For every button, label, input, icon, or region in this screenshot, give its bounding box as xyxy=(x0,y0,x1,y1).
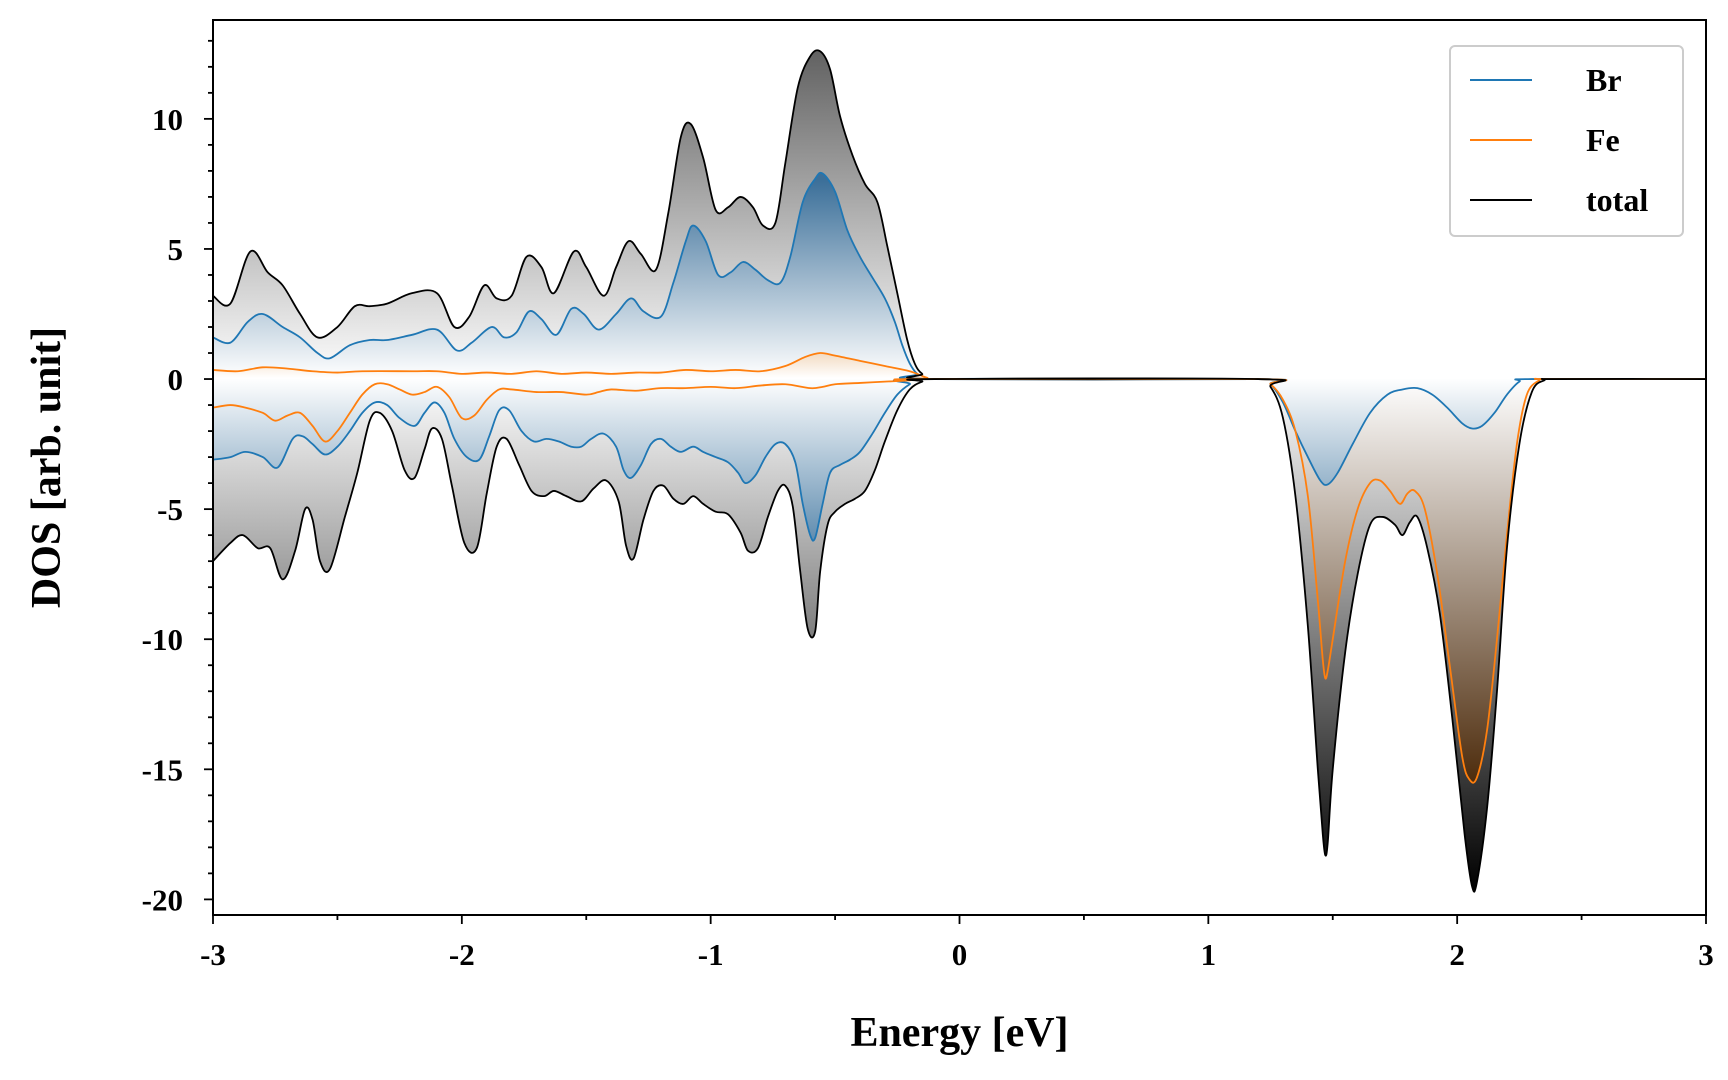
series-line-br-spin-up xyxy=(212,171,1259,381)
fill-br-spin-down xyxy=(213,378,1706,541)
fill-total-spin-up xyxy=(213,50,1259,380)
y-axis: 10 5 0 -5 -10 -15 -20 xyxy=(142,39,213,917)
legend-box xyxy=(1449,45,1684,237)
y-tick-label: 5 xyxy=(168,232,184,267)
fill-fe-spin-down xyxy=(213,378,1706,783)
y-tick-label: 10 xyxy=(152,102,183,137)
series-line-br-spin-down xyxy=(212,377,1707,542)
x-tick-label: 3 xyxy=(1698,937,1714,972)
x-axis-label: Energy [eV] xyxy=(850,1010,1068,1056)
x-tick-label: -1 xyxy=(698,937,724,972)
legend-label-fe: Fe xyxy=(1586,122,1620,158)
series-line-fe-spin-up xyxy=(212,352,1259,381)
y-tick-label: 0 xyxy=(168,362,184,397)
x-tick-label: 0 xyxy=(952,937,968,972)
series-line-total-spin-down xyxy=(212,377,1707,893)
y-tick-label: -15 xyxy=(142,752,183,787)
y-tick-label: -20 xyxy=(142,882,183,917)
legend-label-total: total xyxy=(1586,182,1648,218)
fill-br-spin-up xyxy=(213,172,1259,380)
legend: Br Fe total xyxy=(1449,45,1684,237)
y-tick-label: -5 xyxy=(157,492,183,527)
x-tick-label: 1 xyxy=(1201,937,1217,972)
x-axis: -3 -2 -1 0 1 2 3 xyxy=(200,915,1714,972)
x-tick-label: -3 xyxy=(200,937,226,972)
x-tick-label: 2 xyxy=(1449,937,1465,972)
y-tick-label: -10 xyxy=(142,622,183,657)
series-line-total-spin-up xyxy=(212,49,1259,381)
legend-label-br: Br xyxy=(1586,62,1622,98)
fill-fe-spin-up xyxy=(213,353,1259,380)
x-tick-label: -2 xyxy=(449,937,475,972)
y-axis-label: DOS [arb. unit] xyxy=(24,327,70,608)
series-line-fe-spin-down xyxy=(212,377,1707,784)
